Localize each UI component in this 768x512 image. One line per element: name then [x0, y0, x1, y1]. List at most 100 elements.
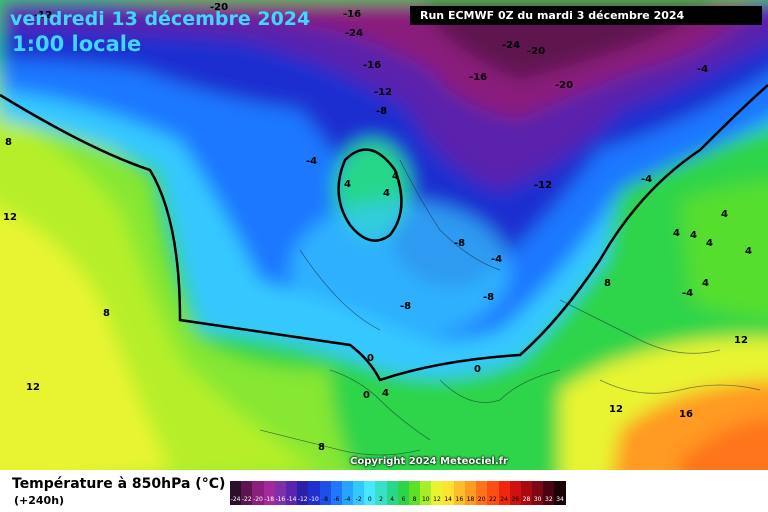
map-label: 12	[26, 382, 40, 393]
zero-isotherm	[0, 84, 768, 382]
zone-central-cyan	[290, 200, 510, 340]
legend-subtitle: (+240h)	[14, 494, 65, 507]
scale-label: 16	[455, 496, 464, 503]
scale-cell: -24	[230, 481, 242, 505]
map-label: 8	[103, 308, 110, 319]
map-label: 12	[3, 212, 17, 223]
forecast-date: vendredi 13 décembre 2024	[10, 8, 311, 30]
scale-cell: 34	[554, 481, 566, 505]
scale-cell: -16	[274, 481, 286, 505]
map-label: -20	[527, 46, 545, 57]
scale-label: -22	[241, 496, 252, 503]
map-label: -12	[374, 87, 392, 98]
map-label: 4	[673, 228, 680, 239]
scale-cell: 36	[565, 481, 577, 505]
map-label: 8	[318, 442, 325, 453]
map-label: 0	[367, 353, 374, 364]
map-label: -8	[400, 301, 411, 312]
scale-cell: -18	[263, 481, 275, 505]
scale-label: 28	[522, 496, 531, 503]
map-label: -16	[343, 9, 361, 20]
map-label: 4	[392, 171, 399, 182]
scale-cell: 22	[487, 481, 499, 505]
map-label: 4	[745, 246, 752, 257]
legend-footer: Température à 850hPa (°C) (+240h) -24 -22…	[0, 470, 768, 512]
scale-cell: -2	[353, 481, 365, 505]
scale-label: -20	[253, 496, 263, 503]
map-label: 0	[363, 390, 370, 401]
scale-label: 8	[412, 496, 417, 503]
scale-label: 24	[500, 496, 508, 503]
map-label: 4	[721, 209, 728, 220]
scale-cell: 24	[498, 481, 510, 505]
scale-cell: 16	[453, 481, 465, 505]
scale-label: 34	[556, 496, 564, 503]
map-label: -20	[555, 80, 573, 91]
legend-title: Température à 850hPa (°C)	[12, 476, 226, 492]
scale-cell: 0	[364, 481, 376, 505]
scale-cell: 20	[476, 481, 488, 505]
scale-cell: 18	[464, 481, 477, 505]
scale-cell: 10	[420, 481, 432, 505]
map-label: -24	[502, 40, 520, 51]
scale-cell: 14	[442, 481, 454, 505]
scale-label: -16	[275, 496, 286, 503]
scale-cell: -10	[308, 481, 320, 505]
scale-cell: -22	[241, 481, 253, 505]
scale-cell: -12	[297, 481, 309, 505]
forecast-time: 1:00 locale	[12, 32, 142, 56]
map-label: -20	[210, 2, 228, 13]
map-label: 4	[344, 179, 351, 190]
model-run-label: Run ECMWF 0Z du mardi 3 décembre 2024	[410, 6, 762, 25]
scale-label: 12	[433, 496, 441, 503]
zone-east-lime	[680, 180, 768, 320]
scale-cell: 4	[386, 481, 398, 505]
map-label: 4	[383, 188, 390, 199]
map-label: 4	[702, 278, 709, 289]
scale-cell: -8	[319, 481, 331, 505]
scale-cell: 26	[509, 481, 521, 505]
scale-label: -18	[264, 496, 275, 503]
scale-label: 18	[466, 496, 475, 503]
scale-label: -14	[286, 496, 297, 503]
map-label: 8	[5, 137, 12, 148]
map-label: 4	[382, 388, 389, 399]
map-label: 4	[690, 230, 697, 241]
scale-cell: 30	[532, 481, 544, 505]
scale-label: -24	[230, 496, 241, 503]
scale-label: 26	[511, 496, 520, 503]
map-label: -24	[345, 28, 363, 39]
scale-cell: 32	[543, 481, 555, 505]
scale-label: 2	[379, 496, 383, 503]
scale-label: -10	[309, 496, 319, 503]
scale-label: 32	[545, 496, 553, 503]
scale-label: 36	[567, 496, 576, 503]
scale-cell: -6	[330, 481, 342, 505]
scale-label: 22	[489, 496, 497, 503]
map-label: -12	[34, 10, 52, 21]
map-label: -8	[454, 238, 465, 249]
scale-label: 14	[444, 496, 452, 503]
map-label: -4	[641, 174, 652, 185]
scale-cell: 8	[409, 481, 421, 505]
temperature-map: -12 -20 -16 -24 -16 -12 -8 -24 -20 -16 -…	[0, 0, 768, 470]
copyright: Copyright 2024 Meteociel.fr	[350, 456, 508, 467]
scale-label: -2	[355, 496, 362, 503]
map-label: 4	[706, 238, 713, 249]
map-label: -16	[363, 60, 381, 71]
scale-cell: 6	[397, 481, 409, 505]
scale-label: 20	[477, 496, 486, 503]
scale-cell: -20	[252, 481, 264, 505]
map-svg: -12 -20 -16 -24 -16 -12 -8 -24 -20 -16 -…	[0, 0, 768, 470]
map-label: 16	[679, 409, 693, 420]
map-label: -16	[469, 72, 487, 83]
map-label: -4	[682, 288, 693, 299]
scale-label: -12	[297, 496, 308, 503]
scale-label: 4	[390, 496, 395, 503]
map-label: -4	[306, 156, 317, 167]
scale-label: 10	[421, 496, 430, 503]
map-label: -4	[697, 64, 708, 75]
zone-red-southeast	[680, 418, 768, 470]
scale-label: 0	[367, 496, 372, 503]
scandinavia-isotherm	[337, 148, 403, 242]
